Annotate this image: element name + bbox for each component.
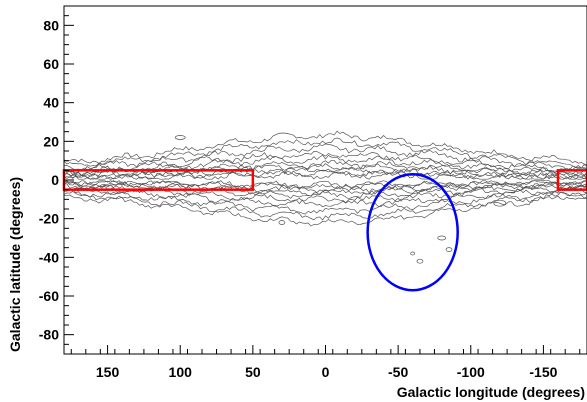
contour-line <box>63 187 587 208</box>
y-tick-label: 20 <box>43 133 59 149</box>
contour-blob <box>445 247 453 252</box>
y-tick-label: -60 <box>39 288 59 304</box>
contour-line <box>63 137 587 169</box>
y-tick-label: 80 <box>43 17 59 33</box>
x-tick-label: -100 <box>457 364 485 380</box>
y-tick-label: 40 <box>43 95 59 111</box>
contour-blob <box>410 251 416 256</box>
y-tick-label: -20 <box>39 211 59 227</box>
contour-line <box>64 183 587 200</box>
region-ellipse <box>366 172 459 292</box>
contour-line <box>63 180 587 190</box>
contour-line <box>63 168 587 180</box>
contour-layer <box>63 130 587 264</box>
region-rectangle <box>556 169 587 191</box>
x-ticks: 150 100 50 0 -50 -100 -150 <box>70 345 581 380</box>
y-ticks: 80 60 40 20 0 -20 -40 -60 -80 <box>39 5 74 355</box>
contour-line <box>63 170 587 180</box>
y-axis-title: Galactic latitude (degrees) <box>7 177 23 352</box>
contour-line <box>63 130 587 166</box>
x-tick-label: 0 <box>322 364 330 380</box>
contour-line <box>63 194 587 227</box>
contour-blob <box>437 235 447 241</box>
contour-blob <box>493 199 507 207</box>
y-tick-label: 60 <box>43 56 59 72</box>
contour-blob <box>278 220 286 225</box>
contour-blob <box>416 258 424 264</box>
contour-line <box>63 190 587 221</box>
contour-line <box>63 163 587 179</box>
y-tick-label: 0 <box>51 172 59 188</box>
y-tick-label: -80 <box>39 327 59 343</box>
y-tick-label: -40 <box>39 249 59 265</box>
region-layer <box>62 169 587 292</box>
x-tick-label: -150 <box>529 364 557 380</box>
x-tick-label: 50 <box>245 364 261 380</box>
x-tick-label: 100 <box>169 364 193 380</box>
contour-line <box>63 180 587 192</box>
x-tick-label: -50 <box>388 364 408 380</box>
contour-line <box>64 143 587 171</box>
plot-frame <box>63 5 587 355</box>
x-axis-title: Galactic longitude (degrees) <box>397 384 585 400</box>
contour-line <box>63 184 587 204</box>
contour-line <box>63 188 587 215</box>
x-tick-label: 150 <box>96 364 120 380</box>
contour-blob <box>174 135 186 140</box>
contour-line <box>63 151 587 174</box>
